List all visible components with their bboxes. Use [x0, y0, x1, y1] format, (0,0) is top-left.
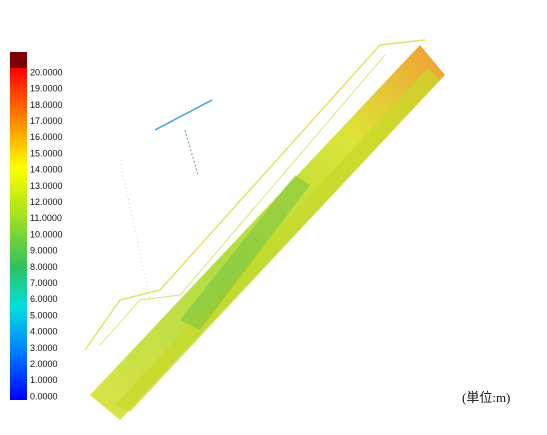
legend-label: 20.0000 — [30, 67, 63, 77]
legend-label: 5.0000 — [30, 310, 58, 320]
legend-label: 9.0000 — [30, 246, 58, 256]
legend-label: 13.0000 — [30, 181, 63, 191]
legend-label: 12.0000 — [30, 197, 63, 207]
legend-label: 4.0000 — [30, 327, 58, 337]
legend-label: 15.0000 — [30, 148, 63, 158]
point-cloud — [85, 40, 445, 420]
legend-label: 6.0000 — [30, 294, 58, 304]
legend-label: 19.0000 — [30, 84, 63, 94]
screenshot: 20.0000 19.0000 18.0000 17.0000 16.0000 15.00… — [0, 0, 547, 435]
legend-label: 2.0000 — [30, 359, 58, 369]
colorbar-labels: 20.0000 19.0000 18.0000 17.0000 16.0000 15.00… — [30, 67, 63, 401]
legend-label: 10.0000 — [30, 229, 63, 239]
legend-label: 3.0000 — [30, 343, 58, 353]
legend-label: 8.0000 — [30, 262, 58, 272]
colorbar-cap — [10, 52, 27, 68]
unit-label: (単位:m) — [462, 390, 510, 405]
legend-label: 1.0000 — [30, 375, 58, 385]
legend-label: 7.0000 — [30, 278, 58, 288]
point-cloud-view: 20.0000 19.0000 18.0000 17.0000 16.0000 15.00… — [0, 0, 547, 435]
legend-label: 18.0000 — [30, 100, 63, 110]
legend-label: 0.0000 — [30, 391, 58, 401]
colorbar — [10, 68, 27, 400]
legend-label: 14.0000 — [30, 165, 63, 175]
legend-label: 16.0000 — [30, 132, 63, 142]
legend-label: 11.0000 — [30, 213, 62, 223]
legend-label: 17.0000 — [30, 116, 63, 126]
